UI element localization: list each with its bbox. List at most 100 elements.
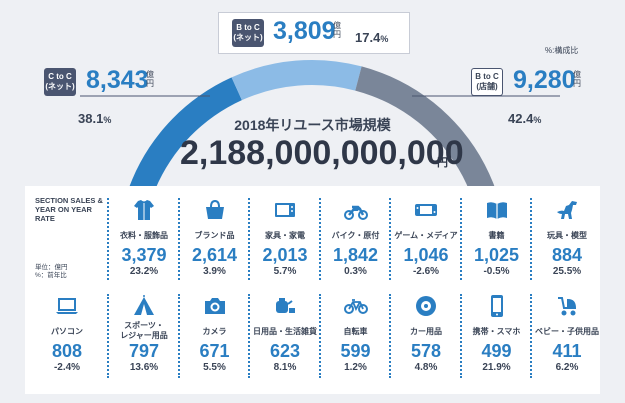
category-name: ベビー・子供用品 xyxy=(535,327,599,336)
category-value: 2,013 xyxy=(262,245,308,265)
b2c-net-unit-top: 億 xyxy=(333,21,341,30)
column-divider xyxy=(459,294,462,378)
b2c-store-label-box: B to C (店舗) xyxy=(471,68,503,96)
microwave-icon xyxy=(273,198,297,222)
legend-title: SECTION SALES & YEAR ON YEAR RATE xyxy=(35,196,103,223)
category-value: 2,614 xyxy=(191,245,238,265)
b2c-store-label-line1: B to C xyxy=(475,72,499,81)
b2c-net-unit-bottom: 円 xyxy=(333,30,341,39)
c2c-unit: 億 円 xyxy=(146,70,154,88)
column-divider xyxy=(107,198,109,280)
market-total: 2,188,000,000,000 xyxy=(180,134,464,172)
column-divider xyxy=(530,198,532,280)
category-yoy: 13.6% xyxy=(129,362,159,373)
c2c-share-unit: % xyxy=(103,115,112,125)
category-value: 671 xyxy=(199,341,230,361)
b2c-net-share-unit: % xyxy=(380,34,389,44)
category-yoy: 4.8% xyxy=(414,362,438,373)
category-name: 携帯・スマホ xyxy=(472,327,521,336)
c2c-label-line1: C to C xyxy=(48,72,72,81)
category-yoy: -2.6% xyxy=(412,266,440,277)
category-name: ブランド品 xyxy=(194,231,235,240)
b2c-net-label-line1: B to C xyxy=(236,23,260,32)
c2c-unit-bottom: 円 xyxy=(146,79,154,88)
arc-segment-b2c-net xyxy=(231,59,362,101)
market-title: 2018年リユース市場規模 xyxy=(234,117,391,133)
category-cell: バイク・原付 1,842 0.3% xyxy=(322,194,390,284)
category-yoy: 0.3% xyxy=(344,266,367,277)
b2c-net-share: 17.4% xyxy=(355,30,388,45)
column-divider xyxy=(389,198,391,280)
category-name: パソコン xyxy=(51,327,83,336)
b2c-store-label-line2: (店舗) xyxy=(476,82,498,91)
b2c-net-unit: 億 円 xyxy=(333,21,341,39)
category-value: 578 xyxy=(410,341,442,361)
c2c-label-line2: (ネット) xyxy=(45,82,75,91)
category-value: 808 xyxy=(51,341,83,361)
category-value: 499 xyxy=(481,341,512,361)
category-name: 書籍 xyxy=(488,231,505,240)
b2c-store-share: 42.4% xyxy=(508,111,541,126)
b2c-net-label-line2: (ネット) xyxy=(233,33,263,42)
legend-unit-line1: 単位：億円 xyxy=(35,264,68,271)
b2c-store-unit-top: 億 xyxy=(573,70,581,79)
c2c-label-box: C to C (ネット) xyxy=(44,68,76,96)
category-yoy: 5.7% xyxy=(273,266,297,277)
category-yoy: 3.9% xyxy=(203,266,226,277)
column-divider xyxy=(318,294,321,378)
c2c-unit-top: 億 xyxy=(146,70,154,79)
category-cell: 玩具・模型 884 25.5% xyxy=(533,194,601,284)
category-name: カー用品 xyxy=(410,327,442,336)
column-divider xyxy=(107,294,109,378)
category-cell: ベビー・子供用品 411 6.2% xyxy=(533,290,601,380)
category-panel: SECTION SALES & YEAR ON YEAR RATE 単位：億円 … xyxy=(25,186,600,394)
category-value: 797 xyxy=(128,341,160,361)
c2c-share: 38.1% xyxy=(78,111,111,126)
column-divider xyxy=(530,294,532,378)
b2c-store-share-unit: % xyxy=(533,115,542,125)
category-cell: カー用品 578 4.8% xyxy=(392,290,460,380)
column-divider xyxy=(318,198,321,280)
category-value: 3,379 xyxy=(121,245,167,265)
category-cell: カメラ 671 5.5% xyxy=(181,290,249,380)
category-value: 1,842 xyxy=(332,245,379,265)
category-name: バイク・原付 xyxy=(331,231,380,240)
category-yoy: 8.1% xyxy=(273,362,297,373)
b2c-store-share-value: 42.4 xyxy=(508,111,534,126)
category-name: 自転車 xyxy=(343,327,368,336)
motorbike-icon xyxy=(343,198,368,222)
category-name: ゲーム・メディア xyxy=(394,231,458,240)
camera-icon xyxy=(203,294,227,318)
game-console-icon xyxy=(414,198,438,222)
category-cell: パソコン 808 -2.4% xyxy=(33,290,101,380)
category-yoy: 6.2% xyxy=(555,362,579,373)
category-cell: 携帯・スマホ 499 21.9% xyxy=(463,290,531,380)
category-cell: 自転車 599 1.2% xyxy=(322,290,390,380)
category-name: 家具・家電 xyxy=(265,231,305,240)
category-value: 1,025 xyxy=(473,245,520,265)
smartphone-icon xyxy=(485,294,509,318)
column-divider xyxy=(459,198,462,280)
column-divider xyxy=(177,294,180,378)
dinosaur-icon xyxy=(555,198,579,222)
book-icon xyxy=(485,198,509,222)
category-yoy: 23.2% xyxy=(129,266,159,277)
b2c-store-value: 9,280 xyxy=(513,66,576,94)
category-cell: 家具・家電 2,013 5.7% xyxy=(251,194,319,284)
c2c-share-value: 38.1 xyxy=(78,111,104,126)
bicycle-icon xyxy=(343,294,368,318)
category-yoy: 25.5% xyxy=(552,266,582,277)
category-value: 623 xyxy=(269,341,301,361)
b2c-net-share-value: 17.4 xyxy=(355,30,381,45)
column-divider xyxy=(248,294,250,378)
laptop-icon xyxy=(55,294,79,318)
stroller-icon xyxy=(555,294,579,318)
category-name: スポーツ・ レジャー用品 xyxy=(120,321,168,340)
shirt-icon xyxy=(132,198,156,222)
column-divider xyxy=(177,198,180,280)
category-yoy: -2.4% xyxy=(53,362,81,373)
b2c-net-value: 3,809 xyxy=(273,17,336,45)
category-value: 1,046 xyxy=(403,245,449,265)
teapot-icon xyxy=(273,294,297,318)
category-value: 411 xyxy=(552,341,582,361)
